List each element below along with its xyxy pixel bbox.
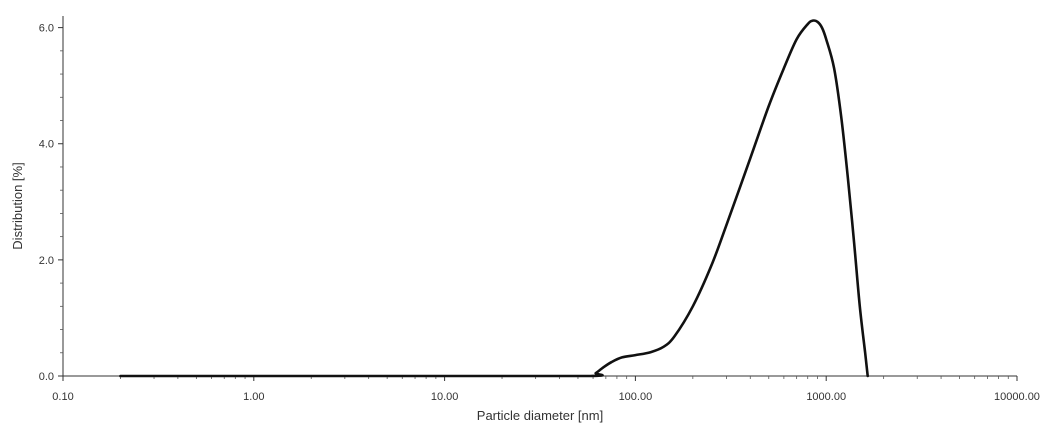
tick-marks	[58, 27, 1018, 381]
x-tick-label: 10.00	[431, 391, 459, 403]
distribution-series-line	[119, 19, 869, 378]
axes	[62, 16, 1017, 377]
y-tick-label: 0.0	[39, 371, 54, 383]
x-tick-label: 0.10	[52, 391, 73, 403]
x-tick-label: 10000.00	[994, 391, 1040, 403]
y-tick-label: 4.0	[39, 139, 54, 151]
x-tick-label: 1.00	[243, 391, 264, 403]
x-tick-label: 100.00	[619, 391, 653, 403]
series-layer	[119, 19, 869, 378]
y-tick-label: 6.0	[39, 23, 54, 35]
x-axis-title: Particle diameter [nm]	[477, 408, 603, 423]
tick-labels: 0.10 1.00 10.00 100.00 1000.00 10000.00 0.0 2.0…	[39, 23, 1040, 403]
y-axis-title: Distribution [%]	[10, 162, 25, 249]
x-tick-label: 1000.00	[806, 391, 846, 403]
y-tick-label: 2.0	[39, 255, 54, 267]
